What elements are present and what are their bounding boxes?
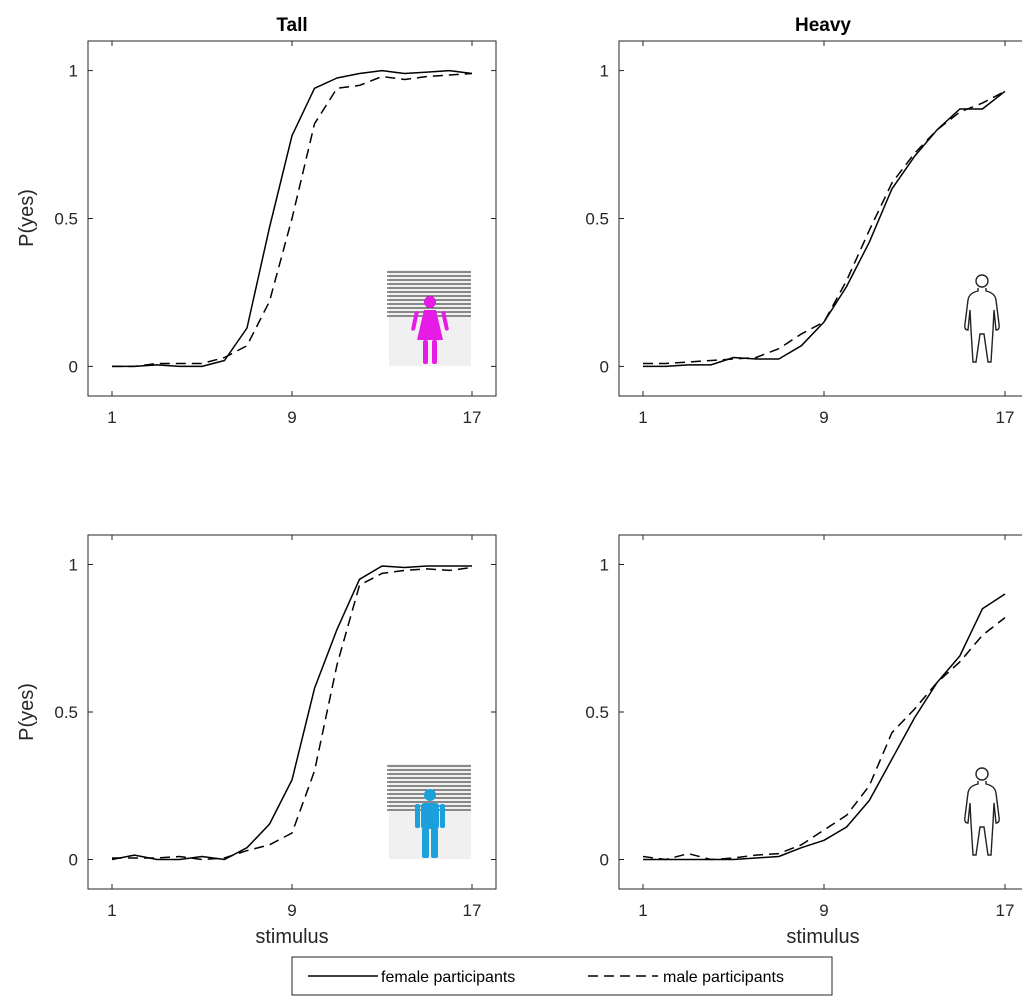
panel-heavy-female: 1 9 17 0 0.5 1 [585,40,1022,427]
series-female-line [643,90,1006,368]
axes-box [618,40,1022,397]
x-tick-label: 9 [287,901,296,920]
panel-tall-female: 1 9 17 0 0.5 1 [54,40,497,427]
series-female-line [112,69,473,368]
y-tick-label: 0.5 [54,703,78,722]
series-male-line [643,90,1006,365]
x-tick-label: 9 [287,408,296,427]
y-tick-label: 0 [69,851,78,870]
panel-heavy-male: 1 9 17 0 0.5 1 [585,534,1022,920]
series-male-line [642,617,1006,861]
y-tick-label: 0.5 [585,210,609,229]
xlabel-bottom-left: stimulus [255,926,328,948]
x-tick-label: 17 [463,408,482,427]
x-tick-label: 1 [638,408,647,427]
x-tick-label: 9 [819,901,828,920]
x-tick-label: 9 [819,408,828,427]
body-outline-icon [964,767,1000,856]
panel-tall-male: 1 9 17 0 0.5 1 [54,534,497,920]
y-tick-label: 1 [69,62,78,81]
y-tick-label: 0 [69,357,78,376]
x-tick-label: 1 [638,901,647,920]
male-height-chart-icon [387,764,471,859]
series-male-line [112,566,473,861]
female-height-chart-icon [387,270,471,366]
title-tall: Tall [276,15,307,36]
series-female-line [111,565,472,861]
ylabel-top: P(yes) [16,189,38,247]
x-tick-label: 17 [463,901,482,920]
x-tick-label: 17 [996,901,1015,920]
title-heavy: Heavy [795,15,851,36]
series-male-line [112,72,473,368]
legend-label-female: female participants [381,969,515,986]
y-tick-label: 1 [600,62,609,81]
y-tick-label: 0 [600,851,609,870]
axes-box [618,534,1022,890]
y-tick-label: 0 [600,357,609,376]
y-tick-label: 1 [69,556,78,575]
y-tick-label: 0.5 [54,210,78,229]
legend-label-male: male participants [663,969,784,986]
y-tick-label: 0.5 [585,703,609,722]
body-outline-icon [964,274,1000,363]
x-tick-label: 1 [107,901,116,920]
ylabel-bottom: P(yes) [16,683,38,741]
x-tick-label: 1 [107,408,116,427]
legend: female participants male participants [291,956,833,996]
series-female-line [643,593,1006,861]
y-tick-label: 1 [600,556,609,575]
xlabel-bottom-right: stimulus [786,926,859,948]
x-tick-label: 17 [996,408,1015,427]
